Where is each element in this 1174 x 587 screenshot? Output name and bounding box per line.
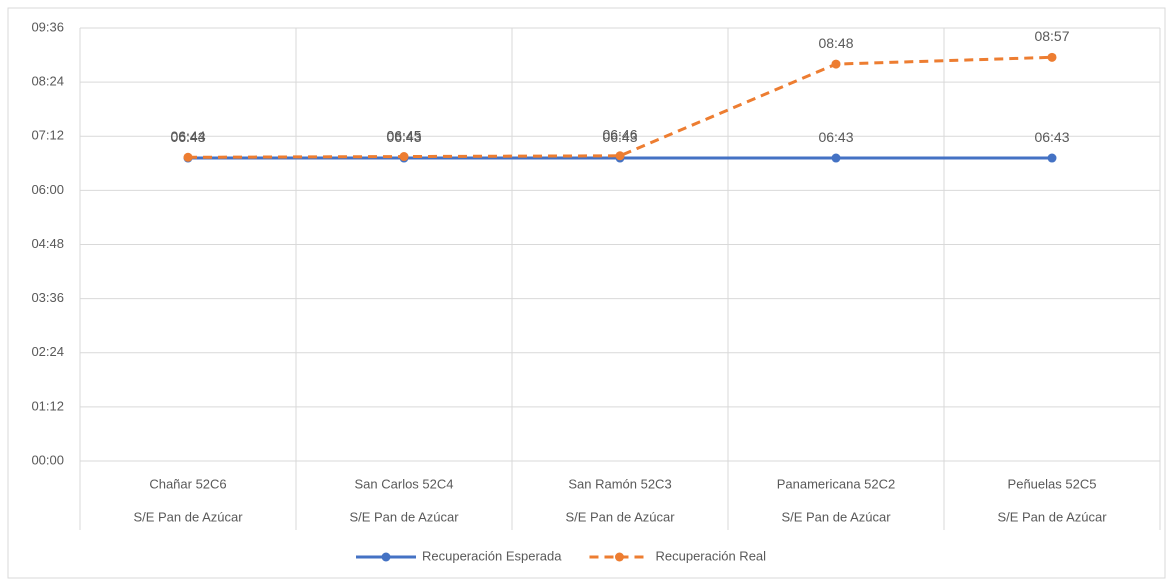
series-line xyxy=(187,55,1053,159)
point xyxy=(831,153,841,163)
legend-marker xyxy=(614,552,624,562)
data-label: 06:43 xyxy=(818,129,853,145)
point xyxy=(615,151,625,161)
x-tick-label: Panamericana 52C2 xyxy=(777,476,896,491)
x-tick-label: San Carlos 52C4 xyxy=(355,476,454,491)
point xyxy=(1047,52,1057,62)
y-tick-label: 04:48 xyxy=(31,236,64,251)
y-tick-label: 00:00 xyxy=(31,452,64,467)
legend-label: Recuperación Real xyxy=(655,548,766,563)
x-tick-label: S/E Pan de Azúcar xyxy=(997,509,1107,524)
point xyxy=(831,59,841,69)
data-label: 06:43 xyxy=(386,129,421,145)
x-tick-label: San Ramón 52C3 xyxy=(568,476,671,491)
point xyxy=(399,152,409,162)
data-label: 06:43 xyxy=(602,129,637,145)
x-tick-label: S/E Pan de Azúcar xyxy=(133,509,243,524)
data-label: 08:48 xyxy=(818,35,853,51)
y-tick-label: 06:00 xyxy=(31,182,64,197)
x-tick-label: S/E Pan de Azúcar xyxy=(349,509,459,524)
y-tick-label: 07:12 xyxy=(31,128,64,143)
y-tick-label: 09:36 xyxy=(31,19,64,34)
legend-label: Recuperación Esperada xyxy=(422,548,562,563)
x-tick-label: S/E Pan de Azúcar xyxy=(781,509,891,524)
x-tick-label: Peñuelas 52C5 xyxy=(1008,476,1097,491)
data-label: 08:57 xyxy=(1034,28,1069,44)
data-label: 06:43 xyxy=(1034,129,1069,145)
x-tick-label: Chañar 52C6 xyxy=(149,476,226,491)
y-tick-label: 01:12 xyxy=(31,398,64,413)
y-tick-label: 02:24 xyxy=(31,344,64,359)
y-tick-label: 08:24 xyxy=(31,74,64,89)
data-label: 06:44 xyxy=(170,128,205,144)
point xyxy=(183,152,193,162)
legend-marker xyxy=(381,552,391,562)
x-tick-label: S/E Pan de Azúcar xyxy=(565,509,675,524)
data-label: 06:46 xyxy=(602,126,637,142)
data-label: 06:43 xyxy=(170,129,205,145)
y-tick-label: 03:36 xyxy=(31,290,64,305)
point xyxy=(1047,153,1057,163)
chart-border xyxy=(7,7,1166,579)
data-label: 06:45 xyxy=(386,127,421,143)
